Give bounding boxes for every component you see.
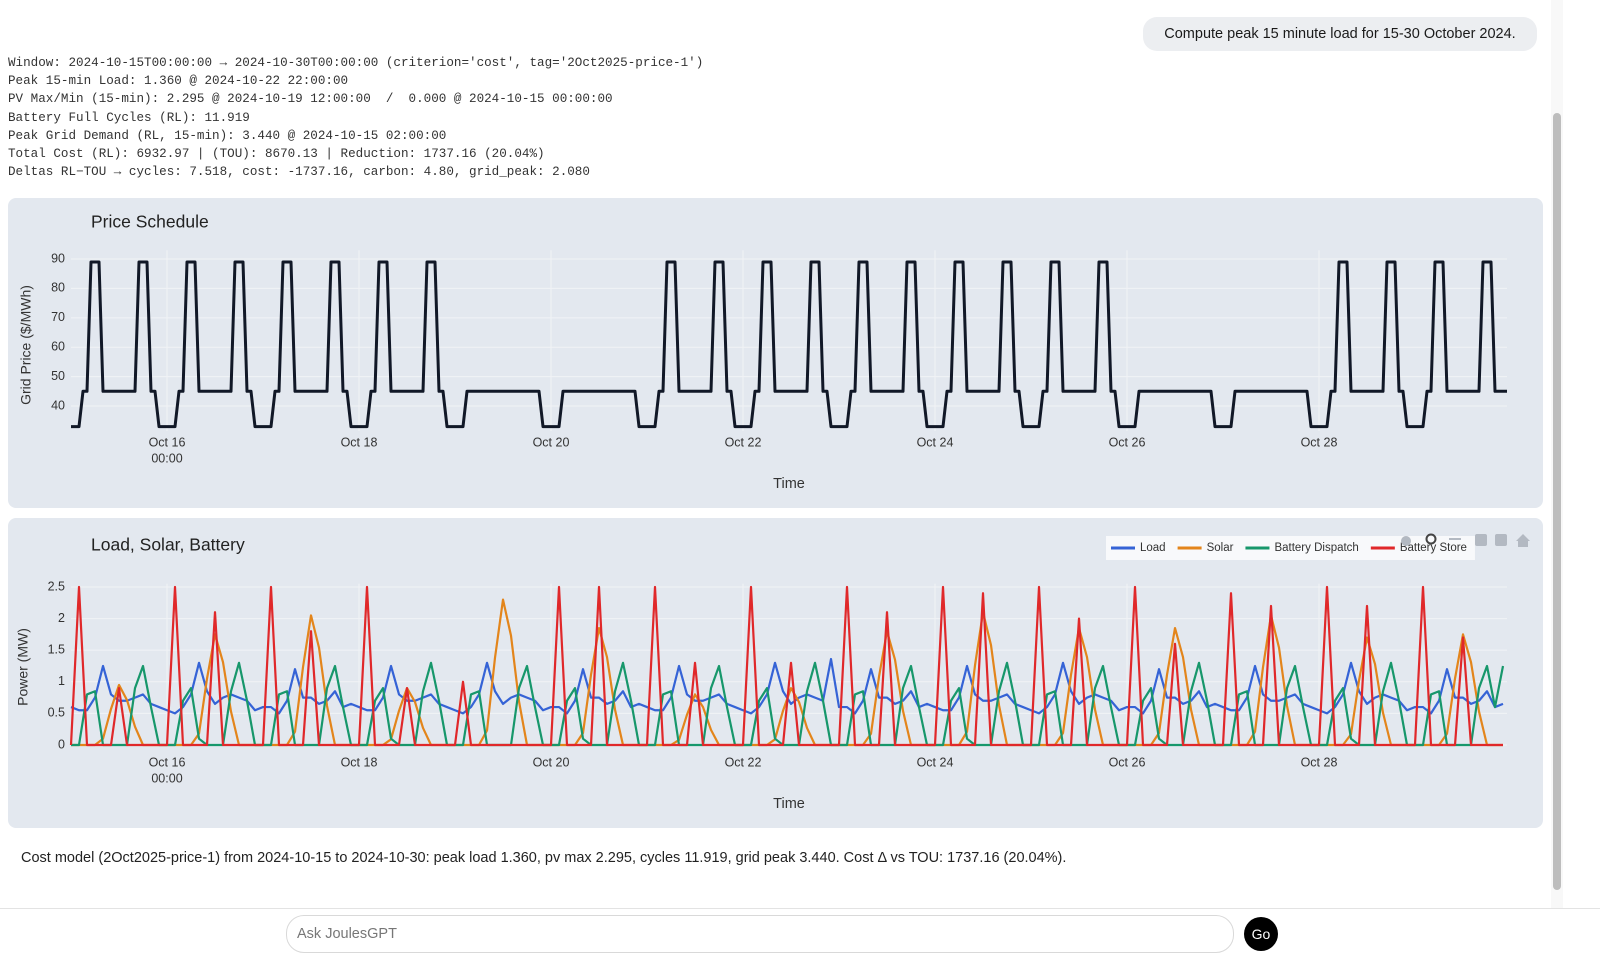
y-tick-label: 60 xyxy=(51,340,65,354)
output-line: Peak 15-min Load: 1.360 @ 2024-10-22 22:… xyxy=(8,74,349,89)
chat-input[interactable] xyxy=(286,915,1234,953)
y-axis-title: Grid Price ($/MWh) xyxy=(18,285,34,405)
data-line xyxy=(69,585,1503,747)
legend-background xyxy=(1106,536,1475,560)
chart-panel: Load, Solar, Battery Power (MW) Time 0 0.5 1 1… xyxy=(8,518,1543,828)
chart: Price Schedule Grid Price ($/MWh) Time 40 50… xyxy=(18,212,1507,492)
chart: Load, Solar, Battery Power (MW) Time 0 0.5 1 1… xyxy=(15,533,1530,812)
legend-item[interactable]: Battery Dispatch xyxy=(1245,542,1359,554)
modebar-zoom[interactable] xyxy=(1425,533,1437,545)
output-line: Window: 2024-10-15T00:00:00 → 2024-10-30… xyxy=(8,56,704,70)
data-line xyxy=(71,260,1507,429)
x-tick-label: Oct 16 xyxy=(149,755,186,769)
x-tick-label: Oct 24 xyxy=(917,435,954,449)
data-line xyxy=(71,661,1505,747)
y-tick-label: 1 xyxy=(58,674,65,688)
modebar-zoom-in[interactable] xyxy=(1475,534,1487,546)
x-tick-label: Oct 24 xyxy=(917,755,954,769)
y-tick-label: 0.5 xyxy=(48,706,65,720)
y-tick-label: 0 xyxy=(58,737,65,751)
chart-panel: Price Schedule Grid Price ($/MWh) Time 40 50… xyxy=(8,198,1543,508)
legend-label: Battery Store xyxy=(1400,542,1467,554)
data-line xyxy=(71,598,1503,747)
legend-item[interactable]: Load xyxy=(1111,542,1166,554)
y-tick-label: 90 xyxy=(51,251,65,265)
scrollbar-thumb[interactable] xyxy=(1553,113,1561,890)
chart-title: Load, Solar, Battery xyxy=(91,535,245,555)
legend-item[interactable]: Solar xyxy=(1177,542,1234,554)
y-tick-label: 70 xyxy=(51,310,65,324)
modebar-home[interactable] xyxy=(1516,534,1530,547)
y-tick-label: 80 xyxy=(51,281,65,295)
output-line: Total Cost (RL): 6932.97 | (TOU): 8670.1… xyxy=(8,147,545,161)
output-line: Peak Grid Demand (RL, 15-min): 3.440 @ 2… xyxy=(8,128,447,143)
y-tick-label: 2 xyxy=(58,611,65,625)
legend: Load Solar Battery Dispatch Battery Store xyxy=(1106,536,1475,560)
legend-label: Solar xyxy=(1207,542,1234,554)
summary-text: Cost model (2Oct2025-price-1) from 2024-… xyxy=(21,850,1067,866)
x-tick-label: Oct 18 xyxy=(341,755,378,769)
x-tick-label: Oct 26 xyxy=(1109,435,1146,449)
user-message: Compute peak 15 minute load for 15-30 Oc… xyxy=(1143,17,1537,51)
legend-item[interactable]: Battery Store xyxy=(1370,542,1467,554)
modebar[interactable] xyxy=(1401,533,1530,547)
x-tick-label: Oct 20 xyxy=(533,755,570,769)
x-tick-label: Oct 26 xyxy=(1109,755,1146,769)
output-line: Battery Full Cycles (RL): 11.919 xyxy=(8,110,250,125)
x-tick-label: Oct 28 xyxy=(1301,435,1338,449)
y-tick-label: 50 xyxy=(51,369,65,383)
chart-title: Price Schedule xyxy=(91,212,209,232)
x-tick-label: Oct 22 xyxy=(725,435,762,449)
x-tick-label: Oct 22 xyxy=(725,755,762,769)
x-axis-title: Time xyxy=(773,476,805,492)
modebar-camera[interactable] xyxy=(1401,536,1411,546)
modebar-pan[interactable] xyxy=(1449,538,1461,540)
modebar-zoom-out[interactable] xyxy=(1495,534,1507,546)
x-tick-label: Oct 16 xyxy=(149,435,186,449)
x-axis-title: Time xyxy=(773,796,805,812)
x-tick-sublabel: 00:00 xyxy=(151,451,182,465)
y-tick-label: 40 xyxy=(51,398,65,412)
y-tick-label: 1.5 xyxy=(48,642,65,656)
legend-label: Battery Dispatch xyxy=(1274,542,1358,554)
separator xyxy=(0,908,1600,909)
send-button[interactable]: Go xyxy=(1244,917,1278,951)
output-line: PV Max/Min (15-min): 2.295 @ 2024-10-19 … xyxy=(8,92,613,107)
legend-label: Load xyxy=(1140,542,1166,554)
x-tick-label: Oct 20 xyxy=(533,435,570,449)
x-tick-sublabel: 00:00 xyxy=(151,771,182,785)
y-tick-label: 2.5 xyxy=(48,579,65,593)
x-tick-label: Oct 28 xyxy=(1301,755,1338,769)
output-line: Deltas RL−TOU → cycles: 7.518, cost: -17… xyxy=(8,165,590,180)
y-axis-title: Power (MW) xyxy=(15,628,31,706)
x-tick-label: Oct 18 xyxy=(341,435,378,449)
